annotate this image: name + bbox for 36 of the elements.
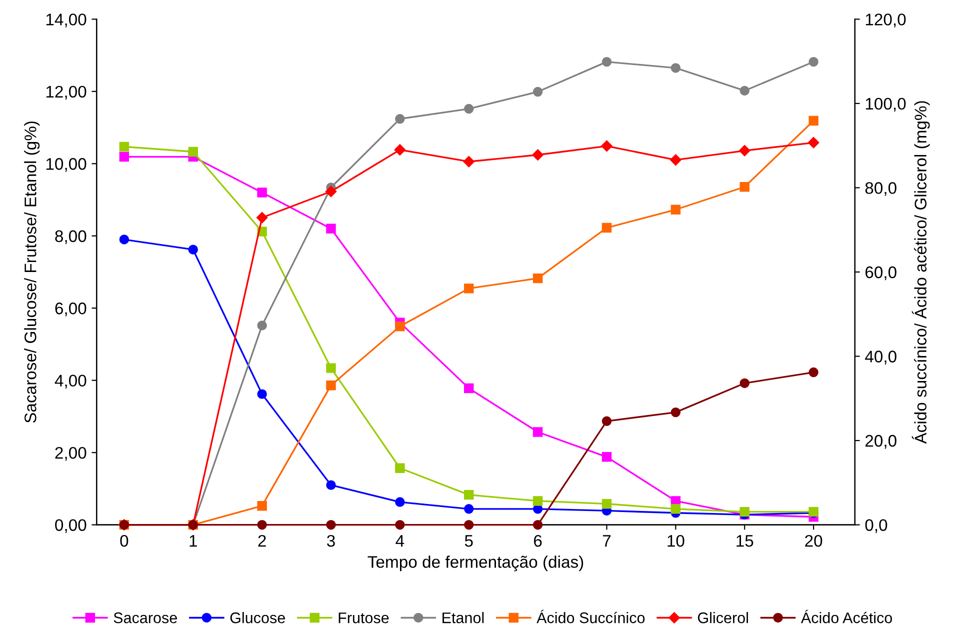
x-tick-label: 15 — [736, 535, 754, 547]
x-tick-label: 5 — [464, 535, 473, 547]
y2-axis-title: Ácido succínico/ Ácido acético/ Glicerol (mg%) — [912, 101, 930, 444]
y-axis-title: Sacarose/ Glucose/ Frutose/ Etanol (g%) — [24, 122, 40, 423]
legend-label: Frutose — [338, 612, 389, 624]
x-tick-label: 10 — [668, 534, 684, 547]
y-tick-label: 4,00 — [54, 374, 86, 389]
y2-tick-label: 120,0 — [866, 14, 906, 28]
y-tick-label: 10,00 — [46, 158, 86, 172]
legend-label: Ácido Succínico — [536, 610, 645, 624]
y-tick-label: 14,00 — [46, 14, 86, 28]
x-tick-label: 7 — [602, 535, 611, 547]
y2-tick-label: 0,0 — [865, 519, 888, 533]
y2-tick-label: 60,0 — [865, 266, 896, 280]
y2-tick-label: 100,0 — [866, 98, 906, 112]
x-tick-label: 2 — [258, 534, 266, 547]
x-tick-label: 4 — [396, 535, 404, 547]
y-tick-label: 0,00 — [55, 519, 86, 533]
legend-label: Glucose — [230, 612, 285, 624]
x-tick-label: 0 — [120, 534, 128, 547]
x-axis-title: Tempo de fermentação (dias) — [368, 556, 584, 572]
y2-tick-label: 20,0 — [865, 434, 896, 449]
y2-tick-label: 80,0 — [865, 182, 896, 196]
legend-label: Glicerol — [698, 612, 748, 624]
y-tick-label: 12,00 — [46, 86, 86, 100]
x-tick-label: 3 — [326, 534, 335, 547]
legend-label: Etanol — [442, 612, 484, 624]
y-tick-label: 2,00 — [55, 446, 86, 461]
y-tick-label: 8,00 — [55, 230, 86, 244]
y2-tick-label: 40,0 — [865, 350, 896, 364]
x-tick-label: 1 — [190, 535, 197, 547]
x-tick-label: 6 — [534, 534, 542, 547]
legend-label: Ácido Acético — [800, 610, 892, 624]
legend-label: Sacarose — [114, 612, 177, 624]
x-tick-label: 20 — [805, 534, 822, 547]
y-tick-label: 6,00 — [55, 302, 86, 316]
